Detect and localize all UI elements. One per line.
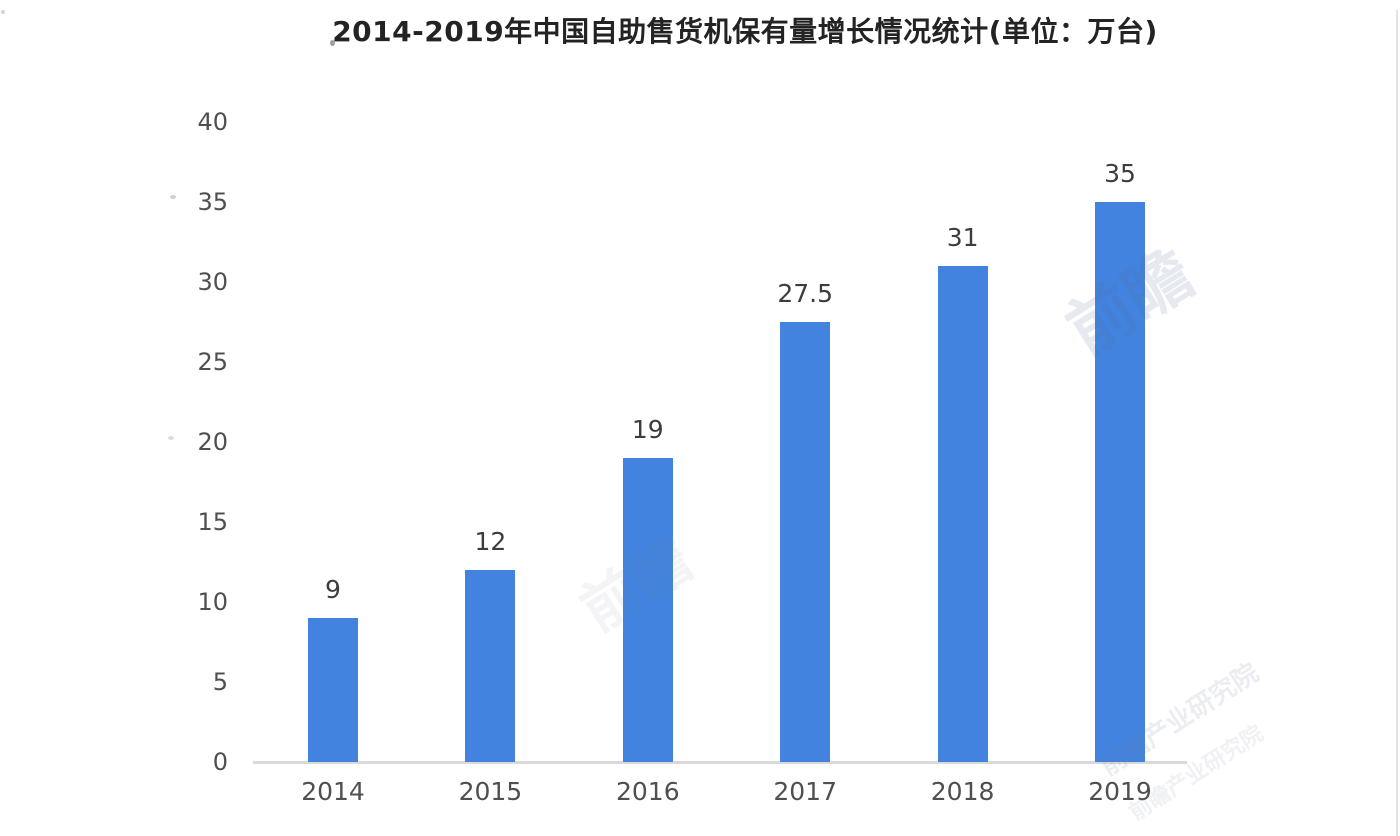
- chart-title: 2014-2019年中国自助售货机保有量增长情况统计(单位：万台): [332, 15, 1158, 48]
- scan-speck: [1, 10, 5, 14]
- bar: [937, 266, 988, 762]
- y-tick-label: 15: [197, 508, 228, 536]
- bar: [1095, 202, 1145, 762]
- bar: [308, 618, 358, 762]
- x-tick-label: 2018: [930, 777, 995, 806]
- x-tick-label: 2014: [301, 777, 365, 806]
- y-tick-label: 30: [197, 268, 228, 296]
- x-tick-label: 2017: [773, 777, 837, 806]
- bar-value-label: 35: [1104, 159, 1136, 188]
- bar-value-label: 31: [946, 223, 979, 252]
- x-tick-label: 2015: [458, 777, 523, 806]
- right-edge-line: [1396, 10, 1398, 836]
- y-tick-label: 25: [197, 348, 228, 376]
- scan-speck: [330, 40, 335, 46]
- scan-speck: [168, 436, 174, 440]
- y-tick-label: 40: [197, 108, 228, 136]
- x-tick-label: 2019: [1088, 777, 1152, 806]
- x-axis-line: [253, 761, 1187, 764]
- y-tick-label: 0: [212, 748, 228, 776]
- bar-value-label: 12: [474, 527, 507, 556]
- scan-speck: [170, 195, 176, 199]
- bar: [622, 458, 673, 762]
- bar: [465, 570, 516, 762]
- bar: [780, 322, 831, 762]
- y-tick-label: 10: [197, 588, 228, 616]
- y-tick-label: 35: [197, 188, 228, 216]
- y-tick-label: 5: [212, 668, 228, 696]
- x-tick-label: 2016: [615, 777, 680, 806]
- bar-value-label: 19: [631, 415, 664, 444]
- y-tick-label: 20: [197, 428, 228, 456]
- bar-value-label: 9: [325, 575, 341, 604]
- bar-value-label: 27.5: [777, 279, 834, 308]
